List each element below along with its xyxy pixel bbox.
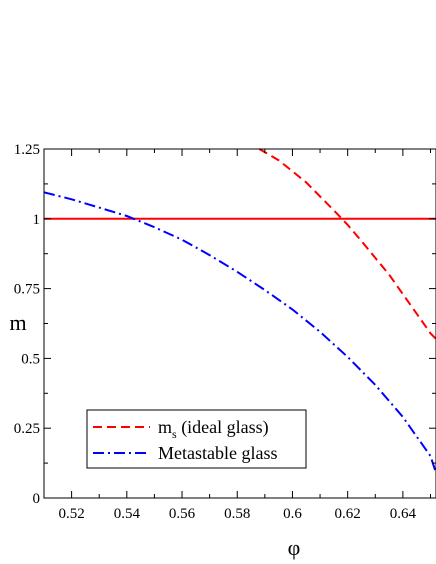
y-tick-label: 1.25 [14, 142, 40, 158]
x-tick-label: 0.52 [58, 506, 84, 522]
y-tick-label: 0 [33, 491, 41, 507]
legend: ms (ideal glass) Metastable glass [86, 409, 307, 469]
y-axis-ticks: 0 0.25 0.5 0.75 1 1.25 [14, 142, 436, 507]
series-line-0 [258, 148, 436, 340]
series-line-1 [43, 191, 436, 474]
x-tick-label: 0.6 [283, 506, 302, 522]
y-tick-label: 0.5 [21, 351, 40, 367]
y-axis-title: m [9, 310, 26, 335]
x-tick-label: 0.58 [224, 506, 250, 522]
x-tick-label: 0.54 [114, 506, 141, 522]
x-tick-label: 0.62 [335, 506, 361, 522]
series-layer [43, 148, 436, 474]
y-tick-label: 0.25 [14, 421, 40, 437]
x-axis-title: φ [288, 535, 301, 560]
legend-label-ideal-glass: ms (ideal glass) [158, 417, 269, 441]
legend-label-metastable-glass: Metastable glass [158, 443, 277, 463]
legend-box [86, 409, 307, 469]
x-tick-label: 0.56 [169, 506, 196, 522]
x-tick-label: 0.64 [390, 506, 417, 522]
y-tick-label: 1 [33, 212, 41, 228]
y-tick-label: 0.75 [14, 282, 40, 298]
x-axis-ticks: 0.52 0.54 0.56 0.58 0.6 0.62 0.64 [43, 149, 431, 522]
